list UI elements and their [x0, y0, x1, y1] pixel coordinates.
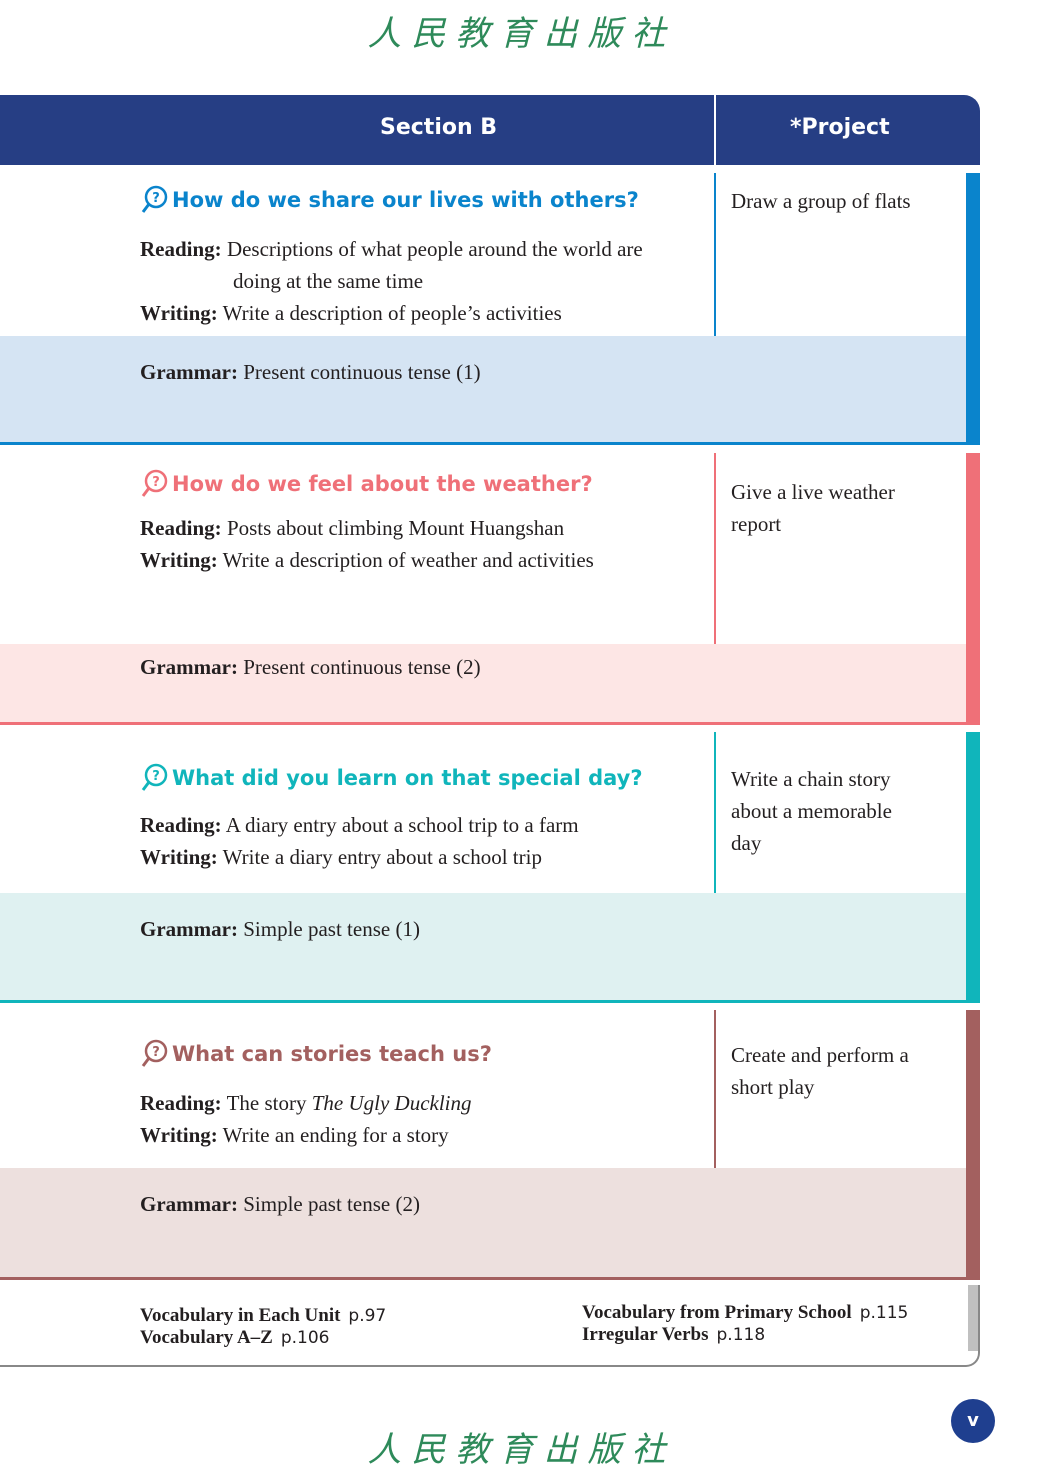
section-b-heading: Section B: [380, 115, 498, 140]
writing-line: Writing: Write a diary entry about a sch…: [140, 845, 542, 869]
unit-row-1: ? How do we share our lives with others?…: [0, 165, 980, 445]
grammar-band: [0, 893, 966, 1000]
unit-question: ? How do we feel about the weather?: [140, 469, 593, 499]
question-magnifier-icon: ?: [141, 1039, 168, 1067]
unit-question: ? How do we share our lives with others?: [140, 185, 639, 215]
unit-row-2: ? How do we feel about the weather? Read…: [0, 453, 980, 725]
writing-line: Writing: Write a description of weather …: [140, 548, 594, 572]
writing-line: Writing: Write an ending for a story: [140, 1123, 449, 1147]
appendix-link[interactable]: Vocabulary A–Z p.106: [140, 1327, 330, 1348]
grammar-line: Grammar: Present continuous tense (2): [140, 655, 481, 679]
unit-question: ? What can stories teach us?: [140, 1039, 492, 1069]
unit-row-3: ? What did you learn on that special day…: [0, 732, 980, 1003]
appendix-link[interactable]: Vocabulary in Each Unit p.97: [140, 1305, 387, 1326]
unit-question: ? What did you learn on that special day…: [140, 763, 643, 793]
svg-text:?: ?: [152, 191, 160, 206]
writing-line: Writing: Write a description of people’s…: [140, 301, 562, 325]
appendix-footer: Vocabulary in Each Unit p.97 Vocabulary A…: [0, 1285, 980, 1367]
project-text: Write a chain story about a memorable da…: [731, 767, 892, 855]
project-text: Give a live weather report: [731, 480, 895, 536]
grammar-line: Grammar: Simple past tense (1): [140, 917, 420, 941]
reading-line: Reading: A diary entry about a school tr…: [140, 813, 579, 837]
svg-text:?: ?: [152, 1045, 160, 1060]
appendix-link[interactable]: Irregular Verbs p.118: [582, 1324, 766, 1345]
publisher-logo: 人民教育出版社: [367, 1430, 676, 1470]
question-magnifier-icon: ?: [141, 185, 168, 213]
project-text: Draw a group of flats: [731, 189, 911, 213]
unit-row-4: ? What can stories teach us? Reading: Th…: [0, 1010, 980, 1280]
reading-line: Reading: The story The Ugly Duckling: [140, 1091, 472, 1115]
reading-line: Reading: Descriptions of what people aro…: [140, 237, 643, 261]
svg-text:?: ?: [152, 769, 160, 784]
divider: [714, 95, 716, 165]
reading-line: Reading: Posts about climbing Mount Huan…: [140, 516, 565, 540]
publisher-logo: 人民教育出版社: [367, 14, 676, 54]
table-header: Section B *Project: [0, 95, 980, 165]
grammar-line: Grammar: Simple past tense (2): [140, 1192, 420, 1216]
question-magnifier-icon: ?: [141, 763, 168, 791]
grammar-band: [0, 644, 966, 722]
question-magnifier-icon: ?: [141, 469, 168, 497]
grammar-band: [0, 336, 966, 442]
svg-text:?: ?: [152, 475, 160, 490]
reading-line-cont: doing at the same time: [233, 269, 424, 293]
grammar-band: [0, 1168, 966, 1277]
project-heading: *Project: [790, 115, 890, 140]
appendix-link[interactable]: Vocabulary from Primary School p.115: [582, 1302, 909, 1323]
project-text: Create and perform a short play: [731, 1043, 909, 1099]
page-number-badge: v: [951, 1399, 995, 1443]
grammar-line: Grammar: Present continuous tense (1): [140, 360, 481, 384]
